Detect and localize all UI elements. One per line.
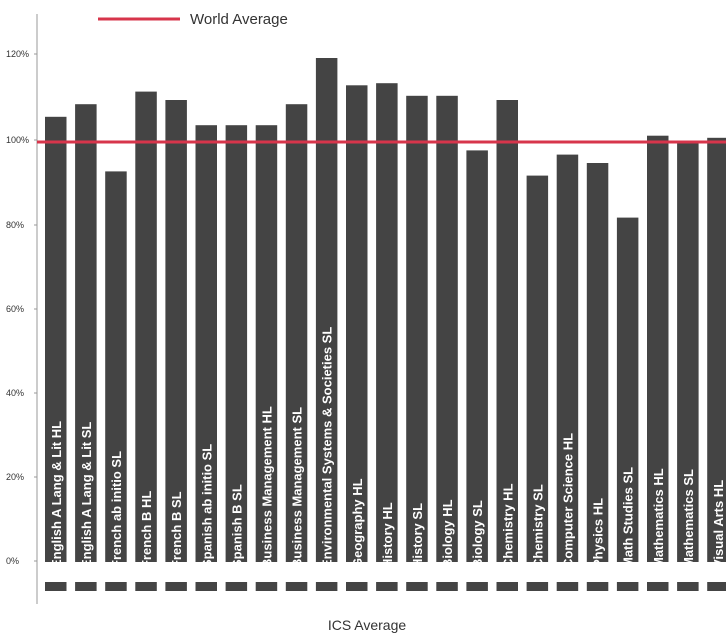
bar-label: Mathematics SL xyxy=(681,469,696,568)
bar-base-segment xyxy=(556,582,579,591)
bar-label: Math Studies SL xyxy=(621,467,636,568)
bar-base-segment xyxy=(586,582,609,591)
legend: World Average xyxy=(98,11,288,28)
base-gap xyxy=(40,571,726,582)
bar-base-segment xyxy=(225,582,248,591)
y-tick-label: 100% xyxy=(6,135,29,145)
bar-label: Business Management HL xyxy=(260,406,275,568)
bar-base-segment xyxy=(346,582,368,591)
bar xyxy=(556,154,579,562)
bar-label: Spanish ab initio SL xyxy=(199,444,214,568)
bar-base-segment xyxy=(406,582,428,591)
bar-label: Environmental Systems & Societies SL xyxy=(320,327,335,568)
bar xyxy=(75,104,97,562)
bar xyxy=(526,175,549,562)
bar-label: Biology SL xyxy=(470,500,485,568)
bar xyxy=(586,163,609,562)
bar-label: Chemistry HL xyxy=(500,483,515,568)
bar-label: French ab initio SL xyxy=(109,451,124,568)
bar-base-segment xyxy=(376,582,398,591)
bar xyxy=(707,137,726,563)
bar-label: Spanish B SL xyxy=(229,484,244,568)
bar xyxy=(647,135,669,562)
y-axis: 0% 20% 40% 60% 80% 100% 120% xyxy=(6,14,38,604)
bar-base-segment xyxy=(436,582,458,591)
y-tick-label: 40% xyxy=(6,388,24,398)
bar-label: French B HL xyxy=(139,491,154,568)
bar xyxy=(315,58,338,562)
bar xyxy=(616,217,639,562)
bar xyxy=(677,142,699,562)
bar-base-segment xyxy=(526,582,549,591)
bar-label: Visual Arts HL xyxy=(711,480,726,568)
bar xyxy=(466,150,488,562)
bar xyxy=(225,125,248,562)
bar-label: History HL xyxy=(380,502,395,568)
bar-base-segment xyxy=(616,582,639,591)
bar xyxy=(105,171,127,562)
bar-base-segment xyxy=(135,582,157,591)
bar-base-segment xyxy=(707,582,726,591)
bar-label: English A Lang & Lit SL xyxy=(79,422,94,568)
bar-base-segment xyxy=(647,582,669,591)
y-tick-label: 60% xyxy=(6,304,24,314)
bar-label: Business Management SL xyxy=(290,407,305,568)
bar-base-segment xyxy=(466,582,488,591)
bar-base-segment xyxy=(165,582,187,591)
bar-label: English A Lang & Lit HL xyxy=(49,421,64,568)
y-tick-label: 80% xyxy=(6,220,24,230)
bar-base-segment xyxy=(285,582,308,591)
bar xyxy=(165,100,187,562)
bar-label: French B SL xyxy=(169,491,184,568)
bar-label: Mathematics HL xyxy=(651,468,666,568)
y-tick-label: 0% xyxy=(6,556,19,566)
bar-base-segment xyxy=(105,582,127,591)
bar-base-segment xyxy=(195,582,217,591)
y-tick-label: 120% xyxy=(6,49,29,59)
legend-label: World Average xyxy=(190,11,288,28)
x-axis-label: ICS Average xyxy=(328,617,407,633)
bar xyxy=(285,104,308,562)
bar-base-segment xyxy=(315,582,338,591)
bars-group: English A Lang & Lit HL English A Lang & … xyxy=(40,58,726,591)
bar xyxy=(346,85,368,563)
bar-base-segment xyxy=(496,582,518,591)
bar xyxy=(436,95,458,563)
bar-label: Biology HL xyxy=(440,499,455,568)
bar-label: Geography HL xyxy=(350,478,365,568)
bar-label: Chemistry SL xyxy=(530,484,545,568)
bar xyxy=(45,116,67,563)
bar xyxy=(255,125,278,562)
bar-base-segment xyxy=(75,582,97,591)
bar-label: History SL xyxy=(410,503,425,568)
bar xyxy=(195,125,217,562)
bar xyxy=(376,83,398,562)
bar xyxy=(496,100,518,562)
y-tick-label: 20% xyxy=(6,472,24,482)
bar xyxy=(135,91,157,562)
bar-base-segment xyxy=(677,582,699,591)
bar xyxy=(406,95,428,563)
bar-base-segment xyxy=(45,582,67,591)
bar-label: Computer Science HL xyxy=(561,433,576,568)
bar-label: Physics HL xyxy=(591,498,606,568)
bar-base-segment xyxy=(255,582,278,591)
